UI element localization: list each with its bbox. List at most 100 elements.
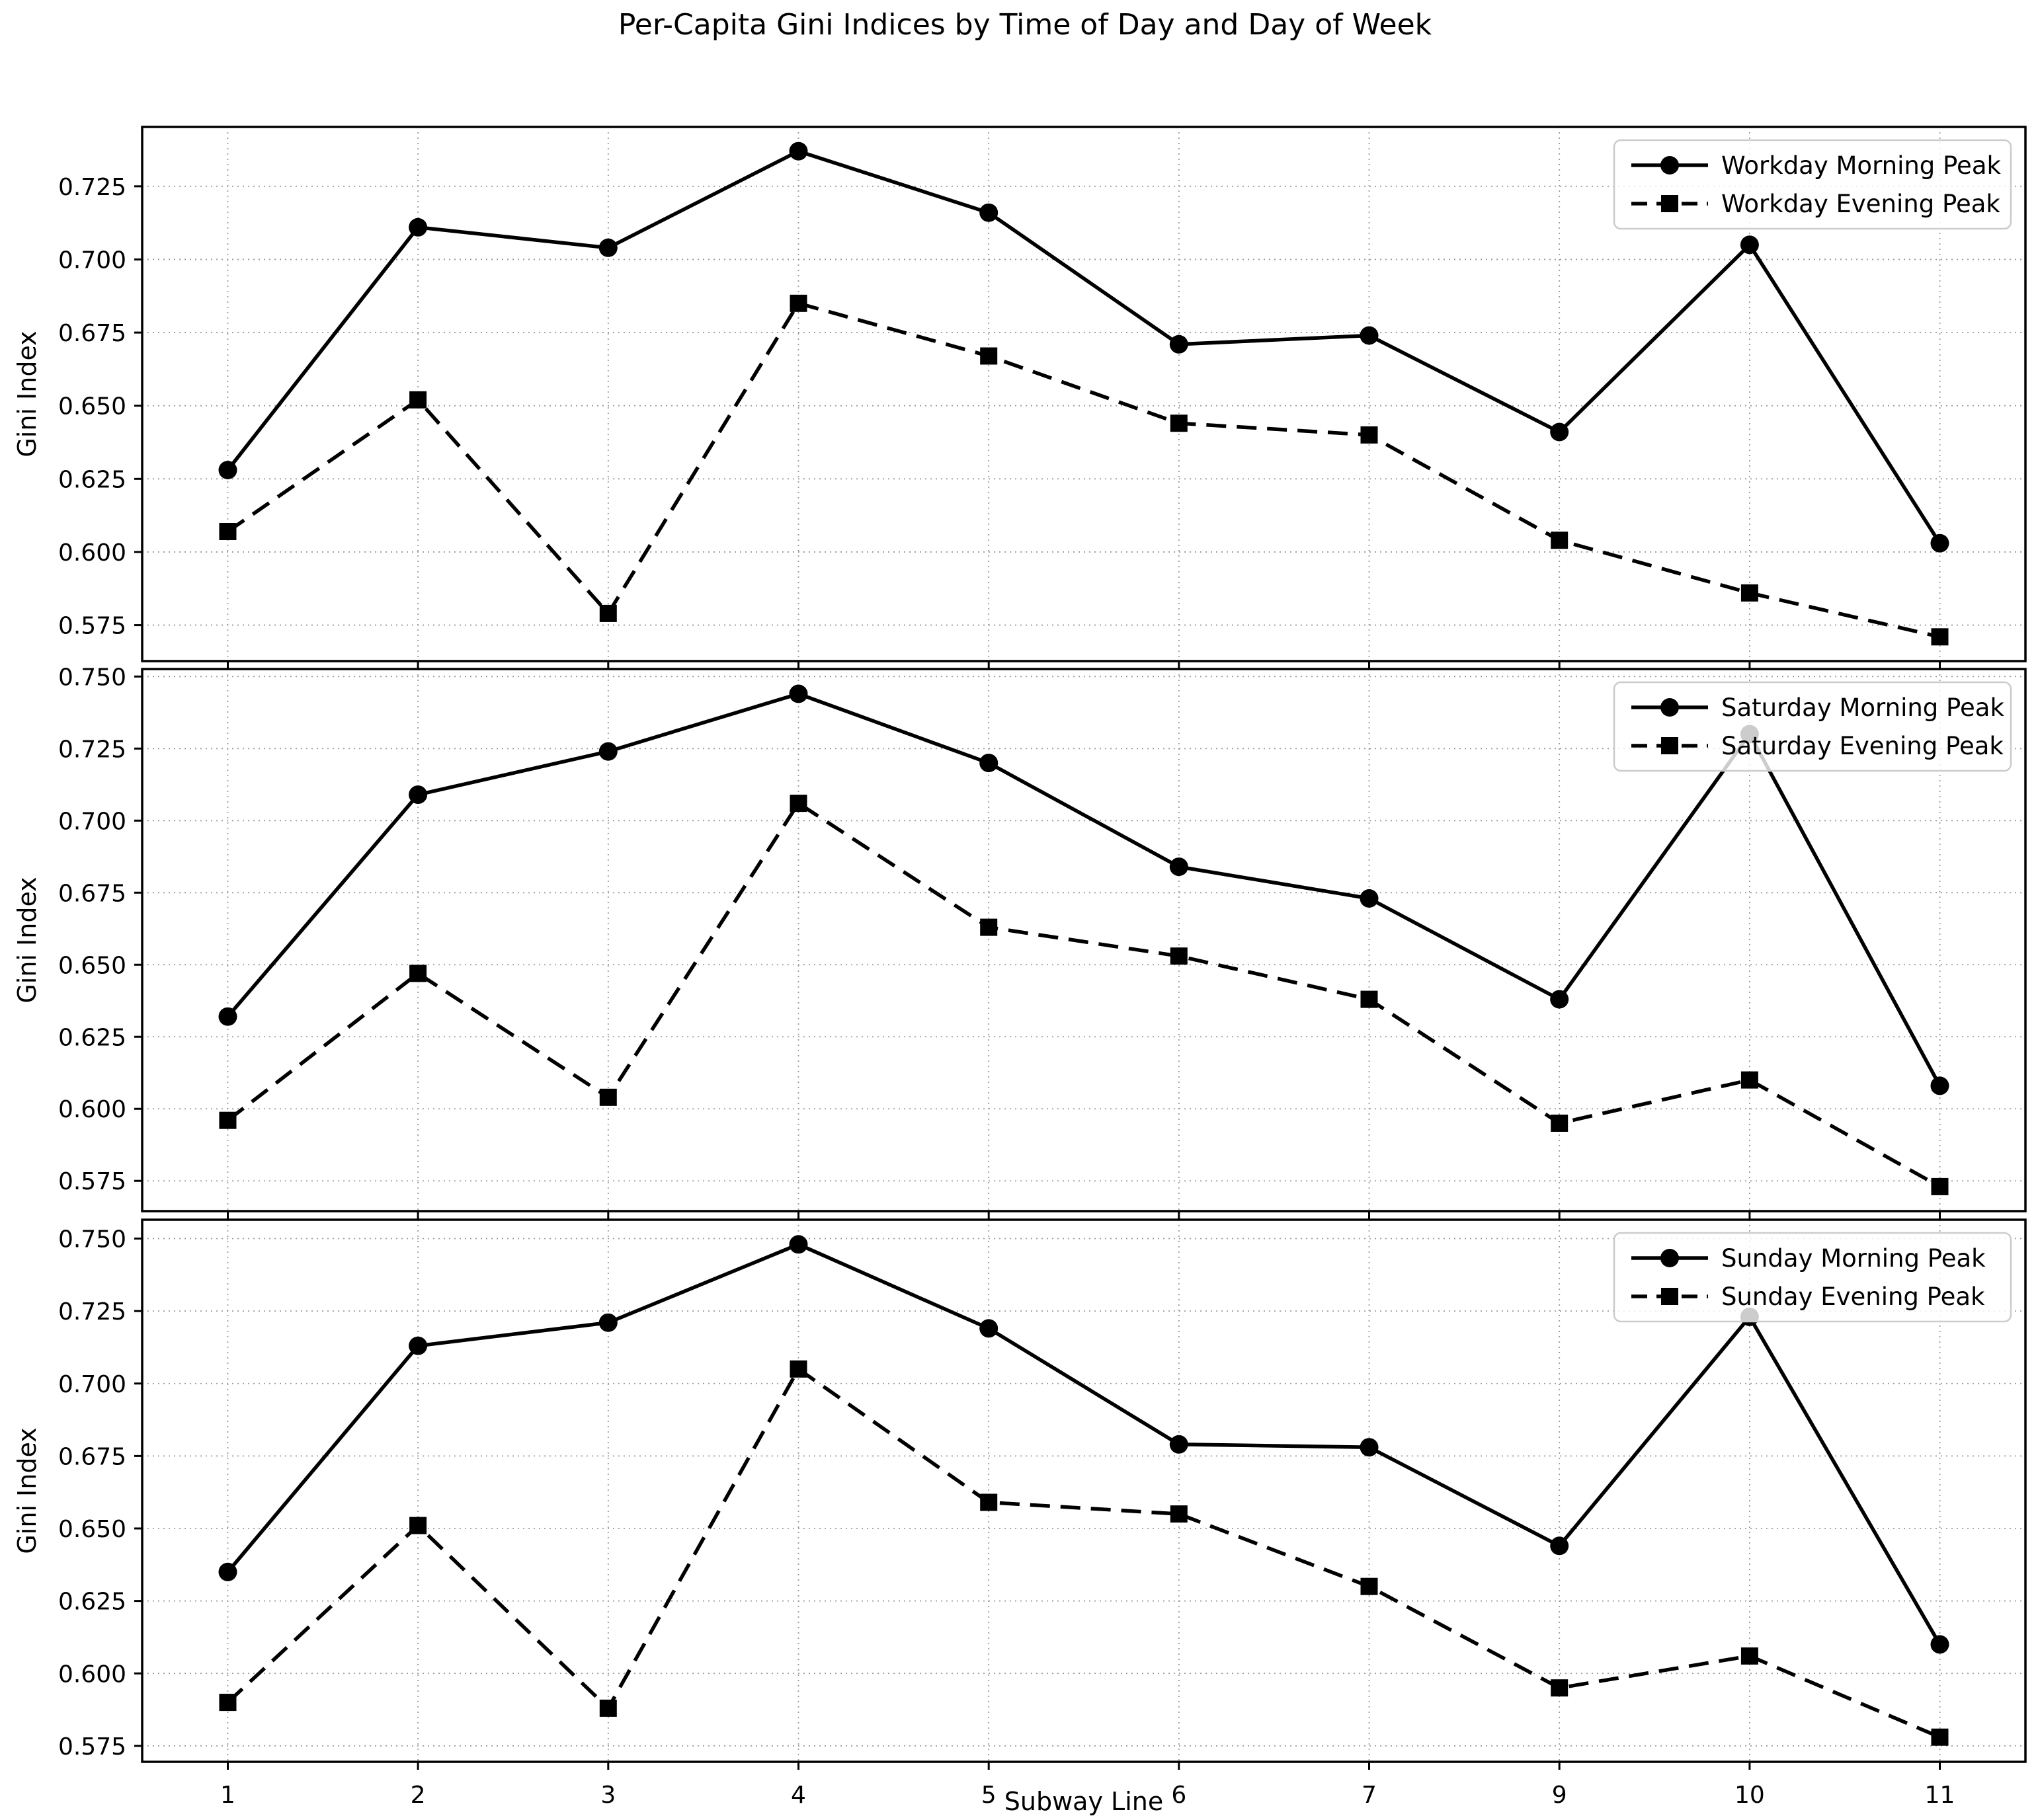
legend-label: Workday Morning Peak	[1721, 151, 2001, 180]
legend-label: Sunday Evening Peak	[1721, 1283, 1985, 1311]
legend: Sunday Morning Peak Sunday Evening Peak	[1613, 1232, 2012, 1323]
y-axis-ticks: 0.575 0.600 0.625 0.650 0.675 0.700 0.725 0.750	[58, 664, 142, 1195]
y-tick-label: 0.650	[58, 1516, 126, 1543]
y-tick-label: 0.600	[58, 1096, 126, 1123]
legend-marker-icon	[1661, 195, 1678, 212]
x-axis-ticks	[227, 1211, 1941, 1219]
data-point-marker	[218, 461, 237, 479]
data-point-marker	[980, 918, 998, 936]
data-point-marker	[1931, 1177, 1949, 1195]
x-tick-label: 2	[411, 1782, 426, 1809]
x-tick-label: 9	[1552, 1782, 1567, 1809]
y-tick-label: 0.625	[58, 466, 126, 493]
data-point-marker	[409, 1336, 428, 1355]
y-axis-label: Gini Index	[13, 1427, 42, 1554]
series-line-saturday-morning-peak	[226, 692, 1941, 1087]
data-point-marker	[409, 785, 428, 805]
data-point-marker	[219, 523, 237, 540]
data-point-marker	[790, 1360, 807, 1378]
y-tick-label: 0.700	[58, 247, 126, 274]
data-point-marker	[1550, 422, 1569, 442]
data-point-marker	[1551, 1679, 1569, 1697]
legend-box	[1613, 1232, 2012, 1323]
legend-marker-icon	[1660, 1249, 1679, 1267]
y-tick-label: 0.750	[58, 664, 126, 691]
y-tick-label: 0.700	[58, 1371, 126, 1398]
data-point-marker	[1740, 235, 1759, 255]
y-tick-label: 0.650	[58, 393, 126, 420]
data-point-marker	[979, 203, 999, 222]
y-axis-label: Gini Index	[13, 331, 42, 457]
data-point-marker	[1740, 1647, 1758, 1665]
y-tick-label: 0.725	[58, 174, 126, 201]
x-tick-label: 7	[1362, 1782, 1377, 1809]
data-point-marker	[790, 294, 807, 312]
data-point-marker	[1360, 1438, 1379, 1457]
x-axis-ticks	[227, 661, 1941, 669]
data-point-marker	[1931, 1728, 1949, 1746]
x-tick-label: 4	[791, 1782, 806, 1809]
data-point-marker	[218, 1007, 237, 1026]
data-point-marker	[1360, 990, 1378, 1008]
x-tick-label: 10	[1734, 1782, 1765, 1809]
data-point-marker	[598, 742, 618, 761]
series-markers-sunday-evening-peak	[219, 1360, 1949, 1746]
y-tick-label: 0.575	[58, 1733, 126, 1761]
data-point-marker	[409, 391, 427, 409]
series-markers-workday-evening-peak	[219, 294, 1949, 646]
data-point-marker	[409, 1517, 427, 1534]
chart-title: Per-Capita Gini Indices by Time of Day a…	[618, 8, 1432, 42]
data-point-marker	[1170, 947, 1188, 965]
y-axis-ticks: 0.575 0.600 0.625 0.650 0.675 0.700 0.725	[58, 174, 142, 640]
series-markers-workday-morning-peak	[218, 141, 1949, 553]
data-point-marker	[980, 347, 998, 365]
data-point-marker	[1930, 534, 1949, 553]
legend-box	[1613, 681, 2012, 772]
legend-label: Saturday Evening Peak	[1721, 732, 2004, 760]
data-point-marker	[1169, 857, 1188, 877]
data-point-marker	[790, 795, 807, 812]
data-point-marker	[219, 1694, 237, 1712]
y-tick-label: 0.625	[58, 1024, 126, 1051]
data-point-marker	[1551, 532, 1569, 549]
subplot-sunday: 0.575 0.600 0.625 0.650 0.675 0.700 0.725 0.750…	[13, 1218, 2027, 1809]
x-tick-label: 5	[981, 1782, 997, 1809]
data-point-marker	[1930, 1076, 1949, 1095]
series-line-sunday-morning-peak	[226, 1242, 1941, 1645]
x-axis-label: Subway Line	[1004, 1787, 1163, 1816]
legend-label: Saturday Morning Peak	[1721, 693, 2004, 722]
data-point-marker	[598, 238, 618, 257]
data-point-marker	[979, 754, 999, 773]
data-point-marker	[789, 141, 808, 161]
data-point-marker	[598, 1313, 618, 1332]
data-point-marker	[409, 965, 427, 982]
legend-marker-icon	[1660, 156, 1679, 175]
legend-label: Workday Evening Peak	[1721, 190, 2000, 218]
legend-label: Sunday Morning Peak	[1721, 1244, 1986, 1273]
data-point-marker	[1551, 1115, 1569, 1132]
y-tick-label: 0.725	[58, 1298, 126, 1325]
data-point-marker	[980, 1493, 998, 1511]
legend-marker-icon	[1660, 698, 1679, 717]
data-point-marker	[218, 1562, 237, 1581]
x-tick-label: 1	[220, 1782, 235, 1809]
legend: Saturday Morning Peak Saturday Evening Pe…	[1613, 681, 2012, 772]
series-line-workday-evening-peak	[226, 301, 1941, 639]
data-point-marker	[1360, 326, 1379, 345]
data-point-marker	[1740, 584, 1758, 602]
data-point-marker	[1360, 889, 1379, 908]
data-point-marker	[409, 218, 428, 237]
x-tick-label: 11	[1925, 1782, 1955, 1809]
data-point-marker	[1169, 1435, 1188, 1454]
y-axis-ticks: 0.575 0.600 0.625 0.650 0.675 0.700 0.725 0.750	[58, 1226, 142, 1761]
data-point-marker	[1550, 1536, 1569, 1556]
y-tick-label: 0.675	[58, 1443, 126, 1470]
x-tick-label: 3	[600, 1782, 616, 1809]
y-tick-label: 0.675	[58, 320, 126, 347]
data-point-marker	[599, 1699, 617, 1717]
data-point-marker	[1931, 628, 1949, 646]
data-point-marker	[1169, 335, 1188, 354]
legend-marker-icon	[1661, 1288, 1678, 1305]
y-tick-label: 0.675	[58, 880, 126, 907]
